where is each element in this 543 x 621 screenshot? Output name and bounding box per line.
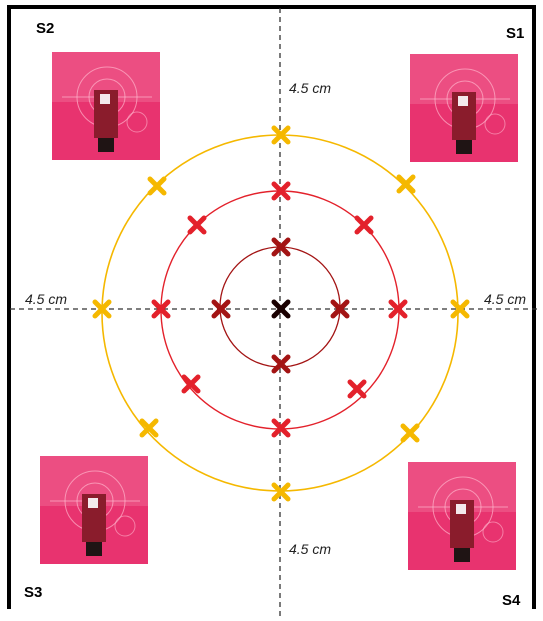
outer-ring-mark-6 xyxy=(400,423,420,443)
outer-ring-mark-1 xyxy=(147,176,167,196)
middle-ring-mark-11 xyxy=(151,299,171,319)
middle-ring-mark-9 xyxy=(187,215,207,235)
outer-ring-mark-3 xyxy=(92,299,112,319)
measurement-marks xyxy=(92,125,470,502)
sensor-label-s4: S4 xyxy=(502,592,521,609)
middle-ring-mark-10 xyxy=(354,215,374,235)
distance-label-top: 4.5 cm xyxy=(289,80,332,96)
distance-label-right: 4.5 cm xyxy=(484,291,527,307)
sensor-photo-s1 xyxy=(410,54,518,162)
middle-ring-mark-13 xyxy=(181,374,201,394)
inner-ring-mark-19 xyxy=(271,354,291,374)
sensor-label-s3: S3 xyxy=(24,584,43,601)
outer-ring-mark-5 xyxy=(139,418,159,438)
sensor-label-s2: S2 xyxy=(36,20,55,37)
middle-ring-mark-8 xyxy=(271,181,291,201)
sensor-photo-s3 xyxy=(40,456,148,564)
outer-ring-mark-7 xyxy=(271,482,291,502)
distance-label-bottom: 4.5 cm xyxy=(289,541,332,557)
sensor-photo-s4 xyxy=(408,462,516,570)
outer-ring-mark-0 xyxy=(271,125,291,145)
middle-ring-mark-14 xyxy=(347,379,367,399)
diagram-frame xyxy=(7,5,536,609)
outer-ring-mark-4 xyxy=(450,299,470,319)
sensor-label-s1: S1 xyxy=(506,25,525,42)
inner-ring-mark-16 xyxy=(271,237,291,257)
distance-label-left: 4.5 cm xyxy=(25,291,68,307)
middle-ring-mark-15 xyxy=(271,418,291,438)
inner-ring-mark-18 xyxy=(330,299,350,319)
center-ring-mark-20 xyxy=(271,299,291,319)
sensor-photo-s2 xyxy=(52,52,160,160)
outer-ring-mark-2 xyxy=(396,174,416,194)
inner-ring-mark-17 xyxy=(211,299,231,319)
middle-ring-mark-12 xyxy=(388,299,408,319)
